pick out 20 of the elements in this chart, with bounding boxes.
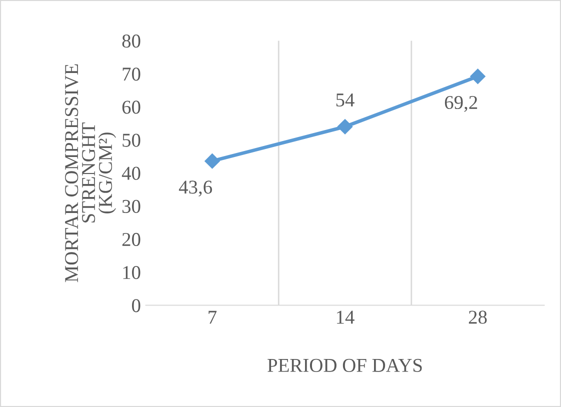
y-tick-label: 0 (132, 299, 140, 312)
y-tick-label: 10 (123, 266, 140, 280)
y-tick-label: 80 (122, 34, 140, 48)
point (337, 119, 353, 134)
x-tick-label: 14 (337, 310, 354, 324)
y-tick-label: 50 (122, 134, 140, 147)
y-tick-label: 20 (122, 232, 140, 246)
x-tick-label: 7 (208, 310, 217, 324)
y-tick-label: 40 (122, 166, 140, 180)
y-tick-label: 60 (122, 100, 140, 114)
x-tick-label: 28 (468, 310, 487, 324)
y-tick-label: 30 (122, 200, 140, 213)
data-label: 69,2 (444, 96, 478, 112)
data-label: 43,6 (178, 180, 212, 197)
point (204, 154, 220, 169)
point (470, 68, 486, 84)
y-tick-label: 70 (122, 68, 140, 81)
y-axis-title: MORTAR COMPRESSIVE STRENGHT (KG/CM²) (65, 64, 116, 282)
x-axis-title: PERIOD OF DAYS (268, 358, 422, 372)
data-label: 54 (336, 94, 354, 107)
